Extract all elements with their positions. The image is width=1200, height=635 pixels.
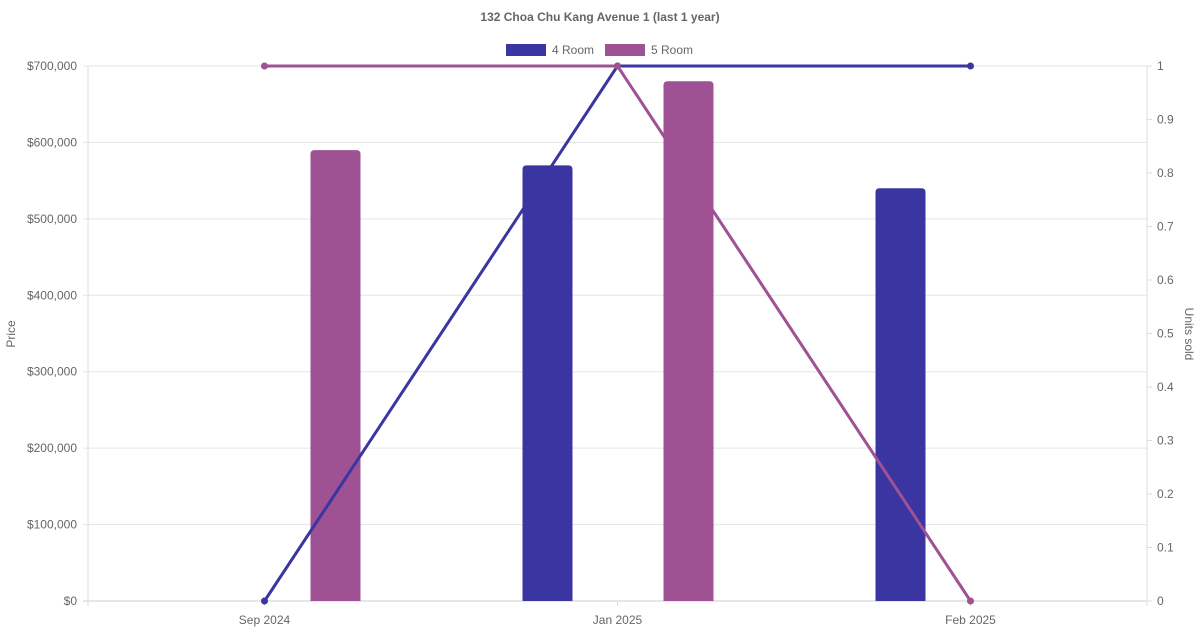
y2-tick-label: 0.2 [1157, 487, 1174, 501]
y2-tick-label: 0.4 [1157, 380, 1174, 394]
bar-4-room [875, 188, 926, 602]
y-tick-label: $0 [64, 594, 78, 608]
y2-axis-label: Units sold [1182, 308, 1196, 361]
legend-swatch [605, 44, 645, 56]
line-5-room [264, 64, 972, 602]
y-tick-label: $200,000 [27, 441, 77, 455]
legend-label: 4 Room [552, 43, 594, 57]
y2-tick-label: 0.1 [1157, 541, 1174, 555]
x-tick-label: Sep 2024 [239, 613, 291, 627]
y2-tick-label: 0.5 [1157, 327, 1174, 341]
line-4-room [263, 64, 971, 602]
legend-swatch [506, 44, 546, 56]
legend-label: 5 Room [651, 43, 693, 57]
point-4-room [261, 597, 268, 605]
bar-4-room [522, 165, 573, 601]
y2-tick-label: 0.9 [1157, 113, 1174, 127]
point-4-room [967, 62, 974, 70]
y2-tick-label: 0.3 [1157, 434, 1174, 448]
y-axis-label: Price [4, 320, 18, 348]
point-5-room [967, 597, 974, 605]
x-tick-label: Jan 2025 [593, 613, 643, 627]
bar-5-room [310, 150, 361, 602]
chart-title: 132 Choa Chu Kang Avenue 1 (last 1 year) [480, 10, 719, 24]
x-tick-label: Feb 2025 [945, 613, 996, 627]
y2-tick-label: 1 [1157, 59, 1164, 73]
point-5-room [614, 62, 621, 70]
y2-tick-label: 0.7 [1157, 220, 1174, 234]
bar-5-room [663, 81, 714, 602]
y2-tick-label: 0.8 [1157, 166, 1174, 180]
y2-tick-label: 0 [1157, 594, 1164, 608]
point-5-room [261, 62, 268, 70]
y2-tick-label: 0.6 [1157, 273, 1174, 287]
y-tick-label: $400,000 [27, 288, 77, 302]
y-tick-label: $500,000 [27, 212, 77, 226]
y-tick-label: $600,000 [27, 135, 77, 149]
y-tick-label: $100,000 [27, 518, 77, 532]
legend: 4 Room 5 Room [506, 43, 693, 57]
y-tick-label: $300,000 [27, 365, 77, 379]
y-tick-label: $700,000 [27, 59, 77, 73]
